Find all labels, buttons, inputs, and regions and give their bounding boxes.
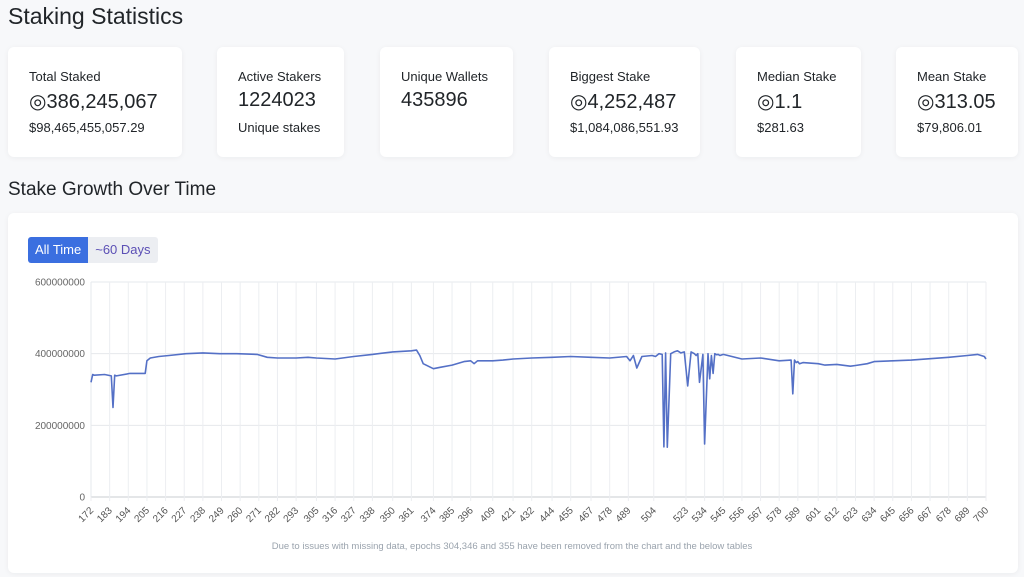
stat-value: 1224023 <box>238 89 316 111</box>
stat-card-mean-stake: Mean Stake ◎313.05 $79,806.01 <box>896 47 1018 157</box>
stat-value: 435896 <box>401 89 468 111</box>
stat-card-total-staked: Total Staked ◎386,245,067 $98,465,455,05… <box>8 47 182 157</box>
stat-label: Unique Wallets <box>401 69 488 84</box>
stat-label: Biggest Stake <box>570 69 651 84</box>
stake-growth-chart-card <box>8 213 1018 573</box>
stat-card-biggest-stake: Biggest Stake ◎4,252,487 $1,084,086,551.… <box>549 47 700 157</box>
stat-label: Total Staked <box>29 69 101 84</box>
tab-all-time[interactable]: All Time <box>28 237 89 263</box>
time-range-tabs: All Time ~60 Days <box>28 237 158 263</box>
stat-value: ◎386,245,067 <box>29 91 158 113</box>
stat-card-unique-wallets: Unique Wallets 435896 <box>380 47 513 157</box>
stat-subvalue: $79,806.01 <box>917 120 983 135</box>
stat-label: Median Stake <box>757 69 837 84</box>
stat-card-median-stake: Median Stake ◎1.1 $281.63 <box>736 47 861 157</box>
stat-subvalue: $1,084,086,551.93 <box>570 120 679 135</box>
stat-subvalue: $281.63 <box>757 120 804 135</box>
stat-label: Mean Stake <box>917 69 987 84</box>
page-title: Staking Statistics <box>8 3 184 29</box>
stake-growth-title: Stake Growth Over Time <box>8 179 217 200</box>
chart-footnote: Due to issues with missing data, epochs … <box>271 541 753 552</box>
stat-value: ◎4,252,487 <box>570 91 677 113</box>
tab-60-days[interactable]: ~60 Days <box>88 237 158 263</box>
stat-label: Active Stakers <box>238 69 322 84</box>
stat-value: ◎313.05 <box>917 91 996 113</box>
stat-value: ◎1.1 <box>757 91 803 113</box>
stat-card-active-stakers: Active Stakers 1224023 Unique stakes <box>217 47 344 157</box>
stat-subvalue: Unique stakes <box>238 120 321 135</box>
stats-cards: Total Staked ◎386,245,067 $98,465,455,05… <box>0 47 1024 159</box>
stat-subvalue: $98,465,455,057.29 <box>29 120 145 135</box>
